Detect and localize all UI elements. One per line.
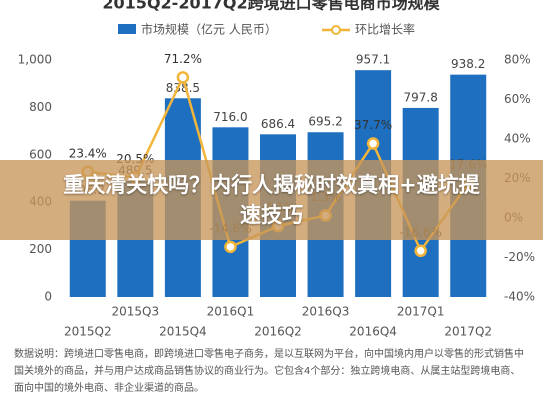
legend-marker	[331, 25, 341, 35]
line-value-label: 37.7%	[354, 118, 392, 132]
bar-value-label: 938.2	[451, 57, 485, 71]
y2-tick-label: -20%	[504, 250, 535, 264]
x-tick-label: 2017Q1	[397, 305, 445, 319]
x-tick-label: 2016Q3	[302, 305, 350, 319]
line-marker	[176, 71, 190, 84]
bar-value-label: 797.8	[403, 90, 437, 104]
bar-value-label: 716.0	[213, 110, 247, 124]
y-tick-label: 800	[29, 100, 52, 114]
line-marker	[414, 244, 427, 258]
line-marker	[366, 137, 380, 150]
y-tick-label: 1,000	[18, 53, 52, 67]
x-tick-label: 2015Q3	[112, 305, 160, 319]
overlay-banner: 重庆清关快吗？内行人揭秘时效真相+避坑提速技巧	[0, 160, 543, 240]
line-value-label: 23.4%	[69, 146, 107, 160]
x-tick-label: 2016Q1	[207, 305, 255, 319]
bar-value-label: 686.4	[261, 117, 295, 131]
x-tick-label: 2015Q4	[159, 325, 207, 339]
y2-tick-label: -40%	[504, 290, 535, 304]
x-tick-label: 2017Q2	[444, 325, 492, 339]
legend-label: 市场规模（亿元 人民币）	[141, 22, 277, 37]
bar-value-label: 695.2	[308, 115, 342, 129]
y2-tick-label: 40%	[504, 132, 531, 146]
legend-swatch	[118, 24, 136, 34]
chart-title: 2015Q2-2017Q2跨境进口零售电商市场规模	[102, 0, 440, 13]
footnote: 数据说明：跨境进口零售电商，即跨境进口零售电子商务，是以互联网为平台，向中国境内…	[14, 349, 524, 394]
y2-tick-label: 60%	[504, 92, 531, 106]
x-tick-label: 2016Q4	[349, 325, 397, 339]
y-tick-label: 0	[44, 290, 52, 304]
bar-value-label: 838.5	[166, 81, 200, 95]
x-tick-label: 2016Q2	[254, 325, 302, 339]
headline: 重庆清关快吗？内行人揭秘时效真相+避坑提速技巧	[63, 173, 480, 227]
y-tick-label: 600	[29, 147, 52, 161]
x-tick-label: 2015Q2	[64, 325, 112, 339]
legend-label: 环比增长率	[355, 22, 415, 37]
bar-value-label: 957.1	[356, 53, 390, 67]
line-value-label: 71.2%	[164, 52, 202, 66]
y-tick-label: 200	[29, 242, 52, 256]
line-marker	[224, 240, 237, 254]
y2-tick-label: 80%	[504, 53, 531, 67]
